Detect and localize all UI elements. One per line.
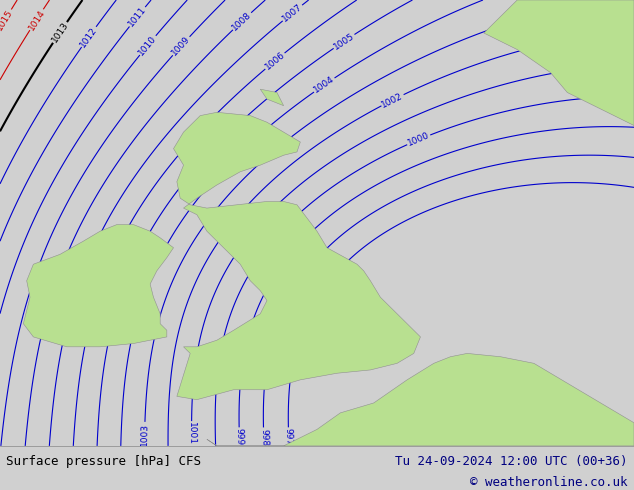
Polygon shape [261,89,283,106]
Polygon shape [174,112,420,400]
Text: 1015: 1015 [0,8,15,32]
Text: Surface pressure [hPa] CFS: Surface pressure [hPa] CFS [6,455,202,468]
Text: 1002: 1002 [380,91,404,109]
Text: 1009: 1009 [170,34,192,57]
Text: 1007: 1007 [281,2,304,24]
Text: 1001: 1001 [187,422,196,445]
Text: 1005: 1005 [332,31,356,51]
Text: 1012: 1012 [79,25,99,49]
Text: 1014: 1014 [27,8,46,32]
Text: 1011: 1011 [127,5,148,28]
Text: 1006: 1006 [263,50,287,72]
Text: 999: 999 [235,428,244,446]
Polygon shape [207,353,634,446]
Text: 997: 997 [284,428,294,446]
Text: 1010: 1010 [137,34,158,57]
Text: 1004: 1004 [312,75,336,95]
Text: 998: 998 [259,428,269,446]
Text: Tu 24-09-2024 12:00 UTC (00+36): Tu 24-09-2024 12:00 UTC (00+36) [395,455,628,468]
Text: © weatheronline.co.uk: © weatheronline.co.uk [470,476,628,489]
Text: 1003: 1003 [140,423,150,446]
Text: 1008: 1008 [231,10,254,32]
Polygon shape [484,0,634,125]
Polygon shape [23,224,174,347]
Text: 1013: 1013 [50,21,70,45]
Text: 1000: 1000 [406,131,431,148]
